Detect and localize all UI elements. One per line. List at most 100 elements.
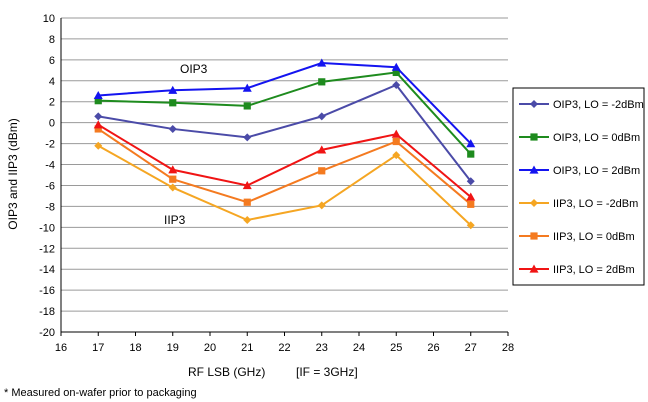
data-point	[94, 141, 103, 150]
series-line	[98, 71, 472, 155]
legend-label: OIP3, LO = 0dBm	[553, 132, 640, 144]
series-4	[94, 125, 475, 208]
data-point	[392, 68, 400, 77]
series-line	[98, 61, 472, 145]
data-point	[243, 102, 251, 110]
y-tick-label: -20	[39, 327, 55, 339]
data-point	[94, 112, 103, 121]
data-point	[392, 137, 400, 146]
y-tick-label: -18	[39, 306, 55, 318]
legend-swatch-marker	[530, 100, 538, 108]
legend-swatch-marker	[529, 264, 539, 273]
data-point	[392, 151, 401, 160]
series-group	[93, 58, 476, 230]
data-point	[168, 124, 177, 133]
data-point	[94, 97, 102, 105]
data-point	[317, 58, 327, 67]
legend-label: IIP3, LO = 0dBm	[553, 231, 635, 243]
legend-label: IIP3, LO = 2dBm	[553, 264, 635, 276]
x-axis-note: [IF = 3GHz]	[296, 365, 358, 379]
legend-swatch-marker	[530, 232, 538, 240]
series-line	[97, 144, 472, 226]
data-point	[168, 183, 177, 192]
x-tick-label: 17	[92, 342, 104, 354]
legend-swatch-marker	[530, 133, 538, 141]
series-line	[97, 128, 472, 206]
data-point	[318, 167, 326, 175]
y-tick-label: -4	[45, 160, 55, 172]
x-axis-title: RF LSB (GHz)	[188, 365, 265, 379]
y-tick-label: 2	[49, 97, 55, 109]
data-point	[392, 80, 401, 89]
data-point	[169, 99, 177, 107]
data-point	[169, 175, 177, 183]
annotation-iip3: IIP3	[164, 213, 186, 227]
legend-box	[512, 87, 645, 286]
data-point	[391, 62, 401, 71]
data-point	[168, 85, 178, 94]
legend-label: OIP3, LO = 2dBm	[553, 165, 640, 177]
x-tick-label: 27	[465, 342, 477, 354]
data-point	[243, 133, 252, 142]
x-tick-label: 18	[129, 342, 141, 354]
y-tick-label: 8	[49, 34, 55, 46]
x-tick-label: 20	[204, 342, 216, 354]
x-tick-label: 28	[502, 342, 514, 354]
x-tick-label: 21	[241, 342, 253, 354]
data-point	[93, 120, 103, 129]
data-point	[93, 90, 103, 100]
data-point	[242, 180, 252, 190]
x-tick-label: 26	[427, 342, 439, 354]
legend-swatch-marker	[529, 165, 539, 174]
y-tick-label: 6	[49, 55, 55, 67]
y-tick-label: -14	[39, 264, 55, 276]
y-tick-label: -16	[39, 285, 55, 297]
series-0	[94, 80, 475, 186]
y-tick-label: -12	[39, 243, 55, 255]
legend-label: OIP3, LO = -2dBm	[553, 99, 644, 111]
legend: OIP3, LO = -2dBm OIP3, LO = 0dBm OIP3, LO …	[512, 87, 645, 286]
x-tick-label: 16	[55, 342, 67, 354]
data-point	[168, 165, 178, 174]
data-point	[317, 112, 326, 121]
data-point	[317, 145, 327, 154]
data-point	[242, 83, 252, 92]
x-tick-label: 25	[390, 342, 402, 354]
grid	[61, 17, 508, 333]
y-tick-label: 0	[49, 118, 55, 130]
data-point	[318, 78, 326, 86]
data-point	[94, 125, 102, 133]
y-tick-label: -8	[45, 201, 55, 213]
annotation-oip3: OIP3	[180, 62, 208, 76]
data-point	[317, 201, 326, 210]
y-tick-label: 4	[49, 76, 55, 88]
legend-swatch-marker	[530, 199, 538, 207]
series-line	[98, 83, 472, 182]
x-tick-label: 24	[353, 342, 365, 354]
x-tick-label: 23	[316, 342, 328, 354]
series-1	[94, 68, 475, 158]
data-point	[466, 221, 475, 230]
data-point	[243, 216, 252, 225]
x-tick-label: 19	[167, 342, 179, 354]
series-5	[93, 120, 476, 201]
series-line	[97, 123, 472, 198]
data-point	[466, 177, 475, 186]
data-point	[391, 129, 401, 138]
legend-label: IIP3, LO = -2dBm	[553, 198, 638, 210]
series-3	[94, 141, 475, 230]
x-tick-label: 22	[278, 342, 290, 354]
y-axis-title: OIP3 and IIP3 (dBm)	[6, 118, 20, 229]
y-tick-label: -6	[45, 180, 55, 192]
y-tick-label: 10	[43, 13, 55, 25]
footnote: * Measured on-wafer prior to packaging	[4, 387, 197, 399]
data-point	[466, 139, 476, 148]
data-point	[467, 150, 475, 158]
y-tick-label: -10	[39, 222, 55, 234]
y-tick-label: -2	[45, 139, 55, 151]
series-2	[93, 58, 476, 148]
data-point	[243, 198, 251, 206]
data-point	[467, 200, 475, 208]
